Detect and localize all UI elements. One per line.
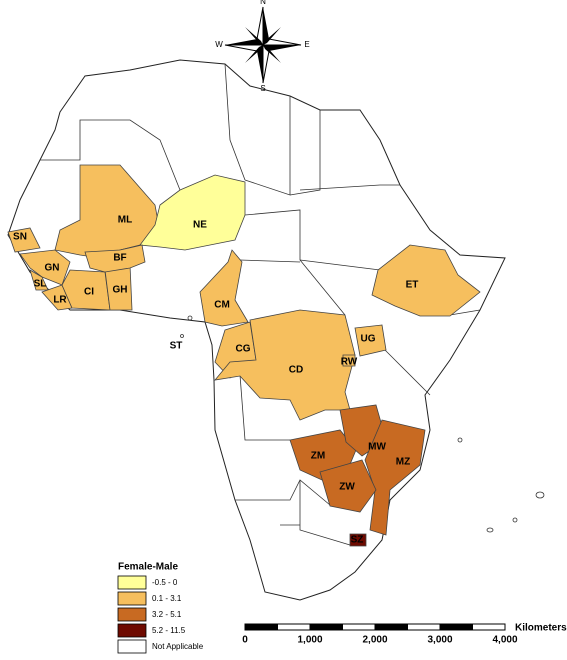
region — [61, 269, 111, 311]
borders — [40, 63, 481, 546]
scale-segment — [374, 623, 408, 631]
compass-n: N — [260, 0, 266, 6]
region — [349, 533, 367, 547]
legend-label: Not Applicable — [152, 642, 204, 651]
region — [214, 309, 356, 421]
region-label: ET — [406, 280, 419, 291]
legend-swatch — [117, 575, 147, 590]
region — [84, 244, 146, 273]
region-label: MW — [368, 442, 386, 453]
scale-segment — [407, 623, 441, 631]
region-label: GN — [45, 263, 60, 274]
legend-label: 0.1 - 3.1 — [152, 594, 182, 603]
region — [354, 324, 387, 357]
region-label: SZ — [351, 535, 364, 546]
region — [342, 354, 356, 367]
legend-swatch — [117, 591, 147, 606]
regions — [7, 164, 481, 547]
scale-label: 1,000 — [297, 635, 322, 646]
scale-label: 0 — [242, 635, 248, 646]
scale-segment — [277, 623, 311, 631]
legend-label: 5.2 - 11.5 — [152, 626, 186, 635]
compass: N S E W — [215, 0, 309, 93]
region-label: ML — [118, 215, 132, 226]
region — [371, 244, 481, 317]
region-label: ZM — [311, 451, 325, 462]
legend-swatch — [117, 623, 147, 638]
scale-segment — [342, 623, 376, 631]
legend-label: 3.2 - 5.1 — [152, 610, 182, 619]
region-label: CI — [84, 287, 94, 298]
compass-e: E — [304, 40, 309, 49]
region-label: CG — [236, 344, 251, 355]
scale-label: 3,000 — [427, 635, 452, 646]
region-label: MZ — [396, 457, 410, 468]
region — [7, 227, 41, 253]
region-label: SL — [34, 279, 47, 290]
region-label: CD — [289, 365, 303, 376]
scale-segment — [472, 623, 506, 631]
legend-label: -0.5 - 0 — [152, 578, 178, 587]
region-label: LR — [53, 295, 67, 306]
region-label: BF — [113, 253, 126, 264]
region-label: ST — [170, 341, 183, 352]
legend-swatch — [117, 639, 147, 654]
legend: Female-Male -0.5 - 0 0.1 - 3.1 3.2 - 5.1 5.… — [117, 562, 204, 654]
scale-label: 2,000 — [362, 635, 387, 646]
scale-label: 4,000 — [492, 635, 517, 646]
legend-title: Female-Male — [118, 562, 178, 573]
compass-w: W — [215, 40, 223, 49]
scale-segment — [244, 623, 278, 631]
region-labels: ML NE SN GN SL LR CI GH BF CM CG CD UG RW ET ZM MW MZ ZW SZ… — [13, 215, 418, 546]
region — [364, 419, 426, 536]
region-label: UG — [361, 334, 376, 345]
region-label: RW — [341, 357, 358, 368]
scale-unit: Kilometers — [515, 623, 567, 634]
region-label: ZW — [339, 482, 355, 493]
region — [139, 174, 246, 251]
region — [319, 459, 377, 513]
scale-segment — [309, 623, 343, 631]
region-label: CM — [214, 300, 230, 311]
region-label: GH — [113, 285, 128, 296]
scale-segment — [439, 623, 473, 631]
region-label: NE — [193, 220, 207, 231]
compass-s: S — [260, 84, 265, 93]
legend-swatch — [117, 607, 147, 622]
region — [199, 249, 249, 327]
islands — [180, 315, 545, 533]
region-label: SN — [13, 232, 27, 243]
